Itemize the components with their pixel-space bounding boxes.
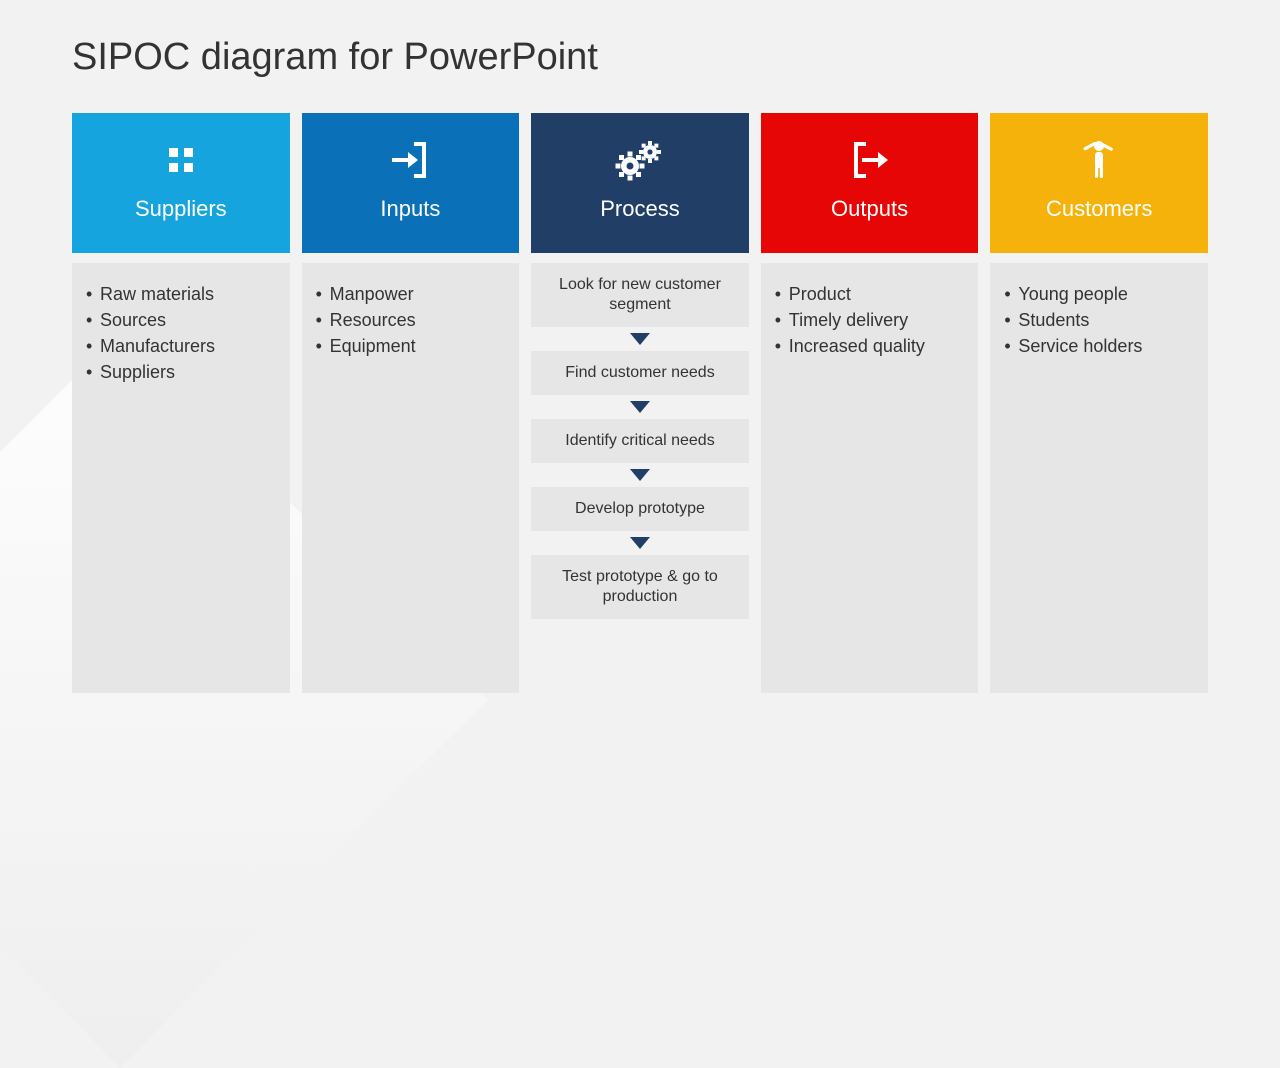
process-steps: Look for new customer segment Find custom… <box>531 263 749 619</box>
column-header-suppliers: Suppliers <box>72 113 290 253</box>
column-header-customers: Customers <box>990 113 1208 253</box>
chevron-down-icon <box>630 469 650 481</box>
list-item: Timely delivery <box>775 307 965 333</box>
column-label-customers: Customers <box>1046 196 1152 222</box>
chevron-down-icon <box>630 333 650 345</box>
column-outputs: Outputs ProductTimely deliveryIncreased q… <box>761 113 979 693</box>
process-step: Look for new customer segment <box>531 263 749 327</box>
person-icon <box>1077 138 1121 182</box>
column-header-process: Process <box>531 113 749 253</box>
process-step: Test prototype & go to production <box>531 555 749 619</box>
process-step: Find customer needs <box>531 351 749 395</box>
column-body-inputs: ManpowerResourcesEquipment <box>302 263 520 693</box>
list-item: Suppliers <box>86 359 276 385</box>
chevron-down-icon <box>630 537 650 549</box>
column-body-suppliers: Raw materialsSourcesManufacturersSupplie… <box>72 263 290 693</box>
list-item: Resources <box>316 307 506 333</box>
chevron-down-icon <box>630 401 650 413</box>
column-customers: Customers Young peopleStudentsService hol… <box>990 113 1208 693</box>
gears-icon <box>614 138 666 182</box>
list-item: Equipment <box>316 333 506 359</box>
column-header-inputs: Inputs <box>302 113 520 253</box>
column-label-suppliers: Suppliers <box>135 196 227 222</box>
bullet-list: ManpowerResourcesEquipment <box>316 281 506 359</box>
column-header-outputs: Outputs <box>761 113 979 253</box>
column-body-customers: Young peopleStudentsService holders <box>990 263 1208 693</box>
column-suppliers: SuppliersRaw materialsSourcesManufacture… <box>72 113 290 693</box>
column-label-inputs: Inputs <box>380 196 440 222</box>
list-item: Students <box>1004 307 1194 333</box>
process-step: Identify critical needs <box>531 419 749 463</box>
login-icon <box>388 138 432 182</box>
column-label-process: Process <box>600 196 679 222</box>
grid-icon <box>163 138 199 182</box>
column-body-outputs: ProductTimely deliveryIncreased quality <box>761 263 979 693</box>
column-process: Process Look for new customer segment Find… <box>531 113 749 693</box>
list-item: Manufacturers <box>86 333 276 359</box>
slide-title: SIPOC diagram for PowerPoint <box>72 36 1208 79</box>
bullet-list: Young peopleStudentsService holders <box>1004 281 1194 359</box>
slide: SIPOC diagram for PowerPoint SuppliersRa… <box>0 0 1280 720</box>
column-inputs: Inputs ManpowerResourcesEquipment <box>302 113 520 693</box>
bullet-list: ProductTimely deliveryIncreased quality <box>775 281 965 359</box>
bullet-list: Raw materialsSourcesManufacturersSupplie… <box>86 281 276 385</box>
list-item: Service holders <box>1004 333 1194 359</box>
list-item: Sources <box>86 307 276 333</box>
column-label-outputs: Outputs <box>831 196 908 222</box>
sipoc-columns: SuppliersRaw materialsSourcesManufacture… <box>72 113 1208 693</box>
list-item: Increased quality <box>775 333 965 359</box>
list-item: Raw materials <box>86 281 276 307</box>
list-item: Product <box>775 281 965 307</box>
logout-icon <box>848 138 892 182</box>
process-step: Develop prototype <box>531 487 749 531</box>
list-item: Young people <box>1004 281 1194 307</box>
list-item: Manpower <box>316 281 506 307</box>
